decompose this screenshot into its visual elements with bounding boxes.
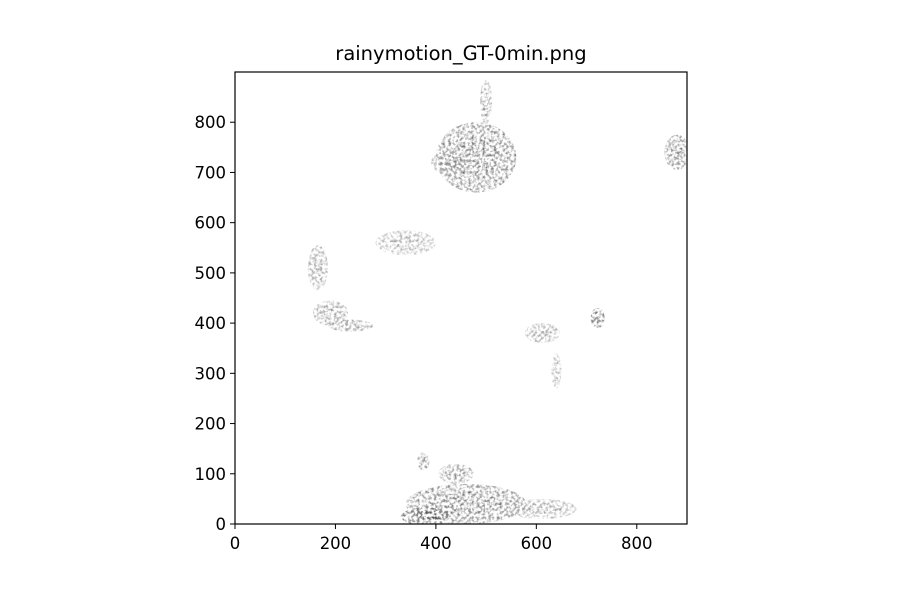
echo-region	[664, 134, 687, 170]
y-axis: 0 100 200 300 400 500 600 700 800	[195, 113, 235, 534]
chart-title: rainymotion_GT-0min.png	[335, 42, 586, 65]
echo-region	[524, 323, 560, 344]
echo-region	[435, 122, 517, 193]
echo-region	[327, 319, 374, 332]
echo-region	[438, 463, 474, 484]
echo-region	[551, 353, 562, 389]
echo-region	[375, 230, 436, 256]
echo-region	[590, 308, 605, 329]
x-tick-label: 800	[621, 534, 653, 553]
x-tick-label: 400	[420, 534, 452, 553]
echo-region	[417, 452, 430, 471]
y-tick-label: 100	[195, 465, 227, 484]
y-tick-label: 600	[195, 214, 227, 233]
echo-region	[312, 300, 348, 326]
y-tick-label: 200	[195, 415, 227, 434]
echo-region	[307, 245, 328, 291]
echo-region	[430, 149, 472, 175]
echo-region	[480, 79, 493, 125]
y-tick-label: 400	[195, 314, 227, 333]
y-tick-label: 0	[216, 515, 227, 534]
radar-image	[307, 79, 687, 524]
x-tick-label: 600	[521, 534, 553, 553]
echo-region	[400, 507, 451, 524]
y-tick-label: 300	[195, 364, 227, 383]
y-tick-label: 700	[195, 163, 227, 182]
echo-region	[506, 498, 577, 519]
x-tick-label: 0	[230, 534, 241, 553]
plot-frame	[234, 71, 688, 525]
x-axis: 0 200 400 600 800	[230, 524, 653, 553]
x-tick-label: 200	[320, 534, 352, 553]
y-tick-label: 800	[195, 113, 227, 132]
y-tick-label: 500	[195, 264, 227, 283]
